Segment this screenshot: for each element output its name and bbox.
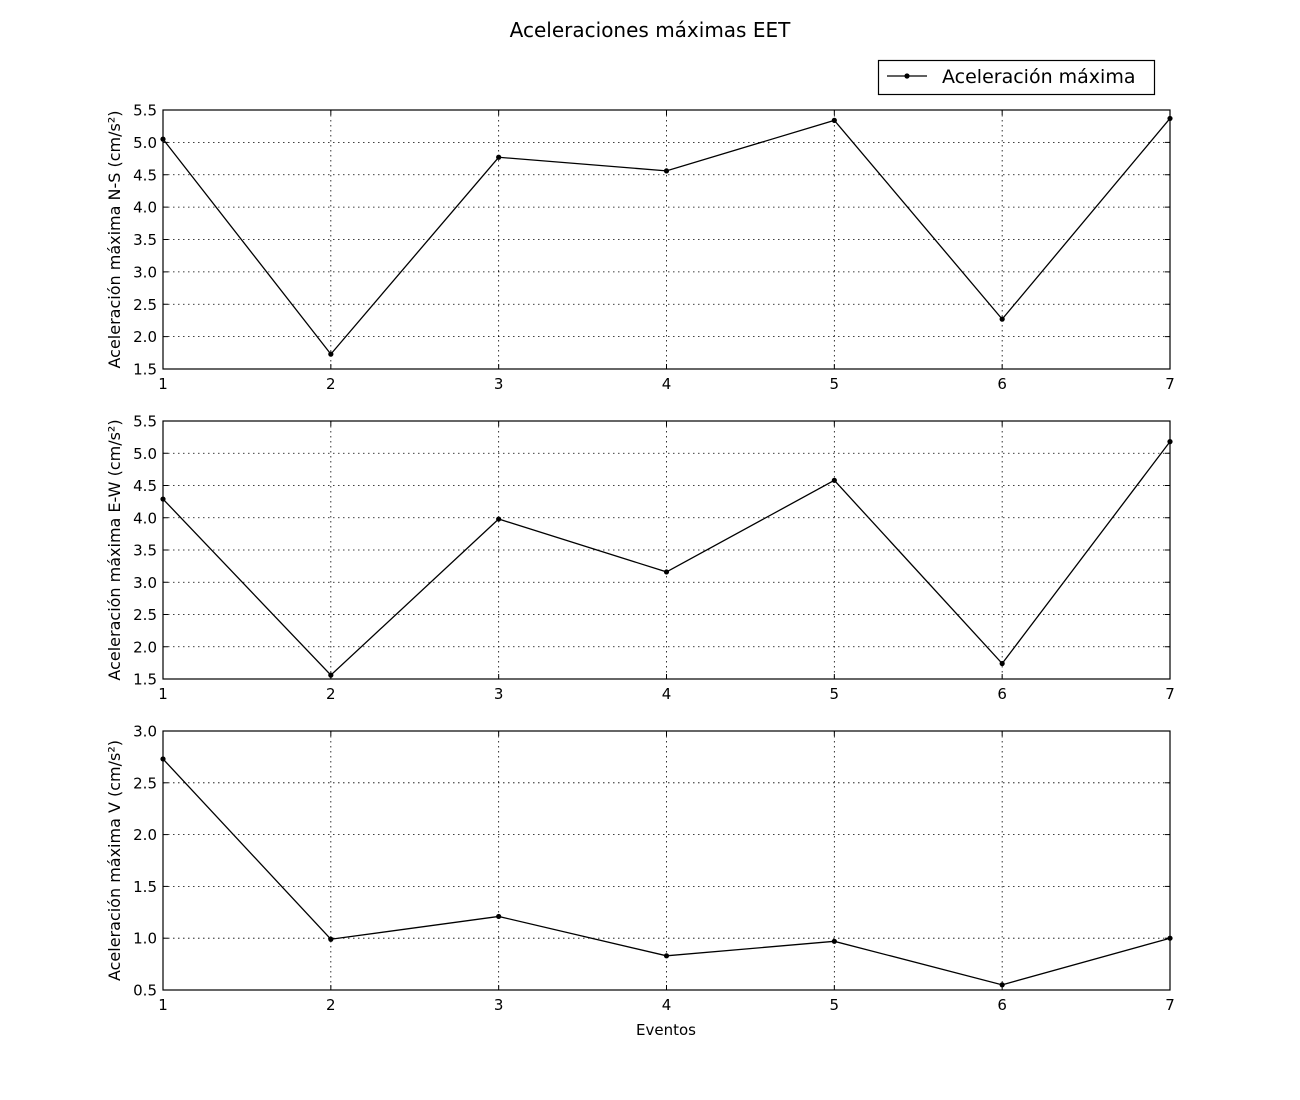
ns-ytick-label-6: 4.5 [133,166,157,184]
ew-xtick-label-4: 5 [830,685,840,703]
ew-data-point-6 [999,660,1005,667]
ew-xtick-label-2: 3 [494,685,504,703]
ns-xtick-label-3: 4 [662,375,672,393]
ew-ytick-label-0: 1.5 [133,671,157,689]
ns-data-point-6 [999,316,1005,322]
x-axis-label: Eventos [636,1021,696,1039]
ns-y-axis-label: Aceleración máxima N-S (cm/s²) [105,110,124,368]
ew-xtick-label-1: 2 [326,685,336,703]
legend-frame [877,59,1156,96]
ns-xtick-label-4: 5 [830,375,840,393]
ns-xtick-label-5: 6 [997,375,1007,393]
legend-label: Aceleración máxima [942,66,1135,88]
v-data-point-2 [328,936,334,942]
v-ytick-label-0: 0.5 [133,982,157,1000]
v-data-point-6 [999,982,1005,988]
v-xtick-label-6: 7 [1165,996,1175,1014]
v-xtick-label-1: 2 [326,996,336,1014]
panel-ns: 1.5 2.0 2.5 3.0 3.5 4.0 4.5 5.0 5.5 1 2 3 4 5 6 7 Aceler… [105,102,1175,394]
ns-data-point-3 [496,154,502,160]
panel-v: 0.5 1.0 1.5 2.0 2.5 3.0 1 2 3 4 5 6 7 Aceleración máx… [105,723,1175,1015]
ew-ytick-label-4: 3.5 [133,542,157,560]
v-ytick-label-2: 1.5 [133,878,157,896]
ew-xtick-label-6: 7 [1165,685,1175,703]
ns-ytick-label-4: 3.5 [133,231,157,249]
v-axes-frame [162,730,1171,991]
v-ytick-label-4: 2.5 [133,774,157,792]
ew-ytick-label-3: 3.0 [133,574,157,592]
ew-ytick-label-6: 4.5 [133,477,157,495]
legend-marker [904,73,910,79]
v-data-point-4 [663,953,670,959]
v-data-point-3 [496,913,502,920]
ns-xtick-label-0: 1 [158,375,168,393]
ns-xtick-label-2: 3 [494,375,504,393]
ew-ytick-label-7: 5.0 [133,445,157,463]
ns-ytick-label-1: 2.0 [133,328,157,346]
ns-xtick-label-1: 2 [326,375,336,393]
panel-ew: 1.5 2.0 2.5 3.0 3.5 4.0 4.5 5.0 5.5 1 2 3 4 5 6 7 Aceler… [105,413,1175,704]
ew-xtick-label-0: 1 [158,685,168,703]
ns-ytick-label-3: 3.0 [133,263,157,281]
ew-ytick-label-1: 2.0 [133,638,157,656]
v-xtick-label-2: 3 [494,996,504,1014]
ew-y-axis-label: Aceleración máxima E-W (cm/s²) [105,419,124,680]
v-data-point-5 [831,938,837,944]
ew-data-point-2 [328,672,334,678]
ew-data-point-4 [663,569,670,575]
v-ytick-label-1: 1.0 [133,930,157,948]
v-xtick-label-5: 6 [997,996,1007,1014]
ew-data-point-5 [831,477,837,483]
ns-ytick-label-8: 5.5 [133,102,157,120]
ns-data-point-2 [328,351,334,357]
chart-title: Aceleraciones máximas EET [510,18,791,42]
ew-ytick-label-8: 5.5 [133,413,157,431]
ns-ytick-label-5: 4.0 [133,199,157,217]
ns-xtick-label-6: 7 [1165,375,1175,393]
v-y-axis-label: Aceleración máxima V (cm/s²) [105,740,124,981]
v-xtick-label-4: 5 [830,996,840,1014]
ew-data-point-3 [496,516,502,522]
ns-ytick-label-0: 1.5 [133,361,157,379]
ew-xtick-label-5: 6 [997,685,1007,703]
ns-data-point-5 [831,117,837,123]
v-ytick-label-3: 2.0 [133,826,157,844]
v-xtick-label-0: 1 [158,996,168,1014]
legend: Aceleración máxima [877,59,1156,96]
ns-data-point-4 [663,168,670,174]
ew-ytick-label-5: 4.0 [133,509,157,527]
ew-axes-frame [162,420,1171,680]
ns-axes-frame [162,109,1171,370]
ns-ytick-label-7: 5.0 [133,134,157,152]
v-ytick-label-5: 3.0 [133,723,157,741]
ns-ytick-label-2: 2.5 [133,296,157,314]
ew-ytick-label-2: 2.5 [133,606,157,624]
ew-xtick-label-3: 4 [662,685,672,703]
v-xtick-label-3: 4 [662,996,672,1014]
